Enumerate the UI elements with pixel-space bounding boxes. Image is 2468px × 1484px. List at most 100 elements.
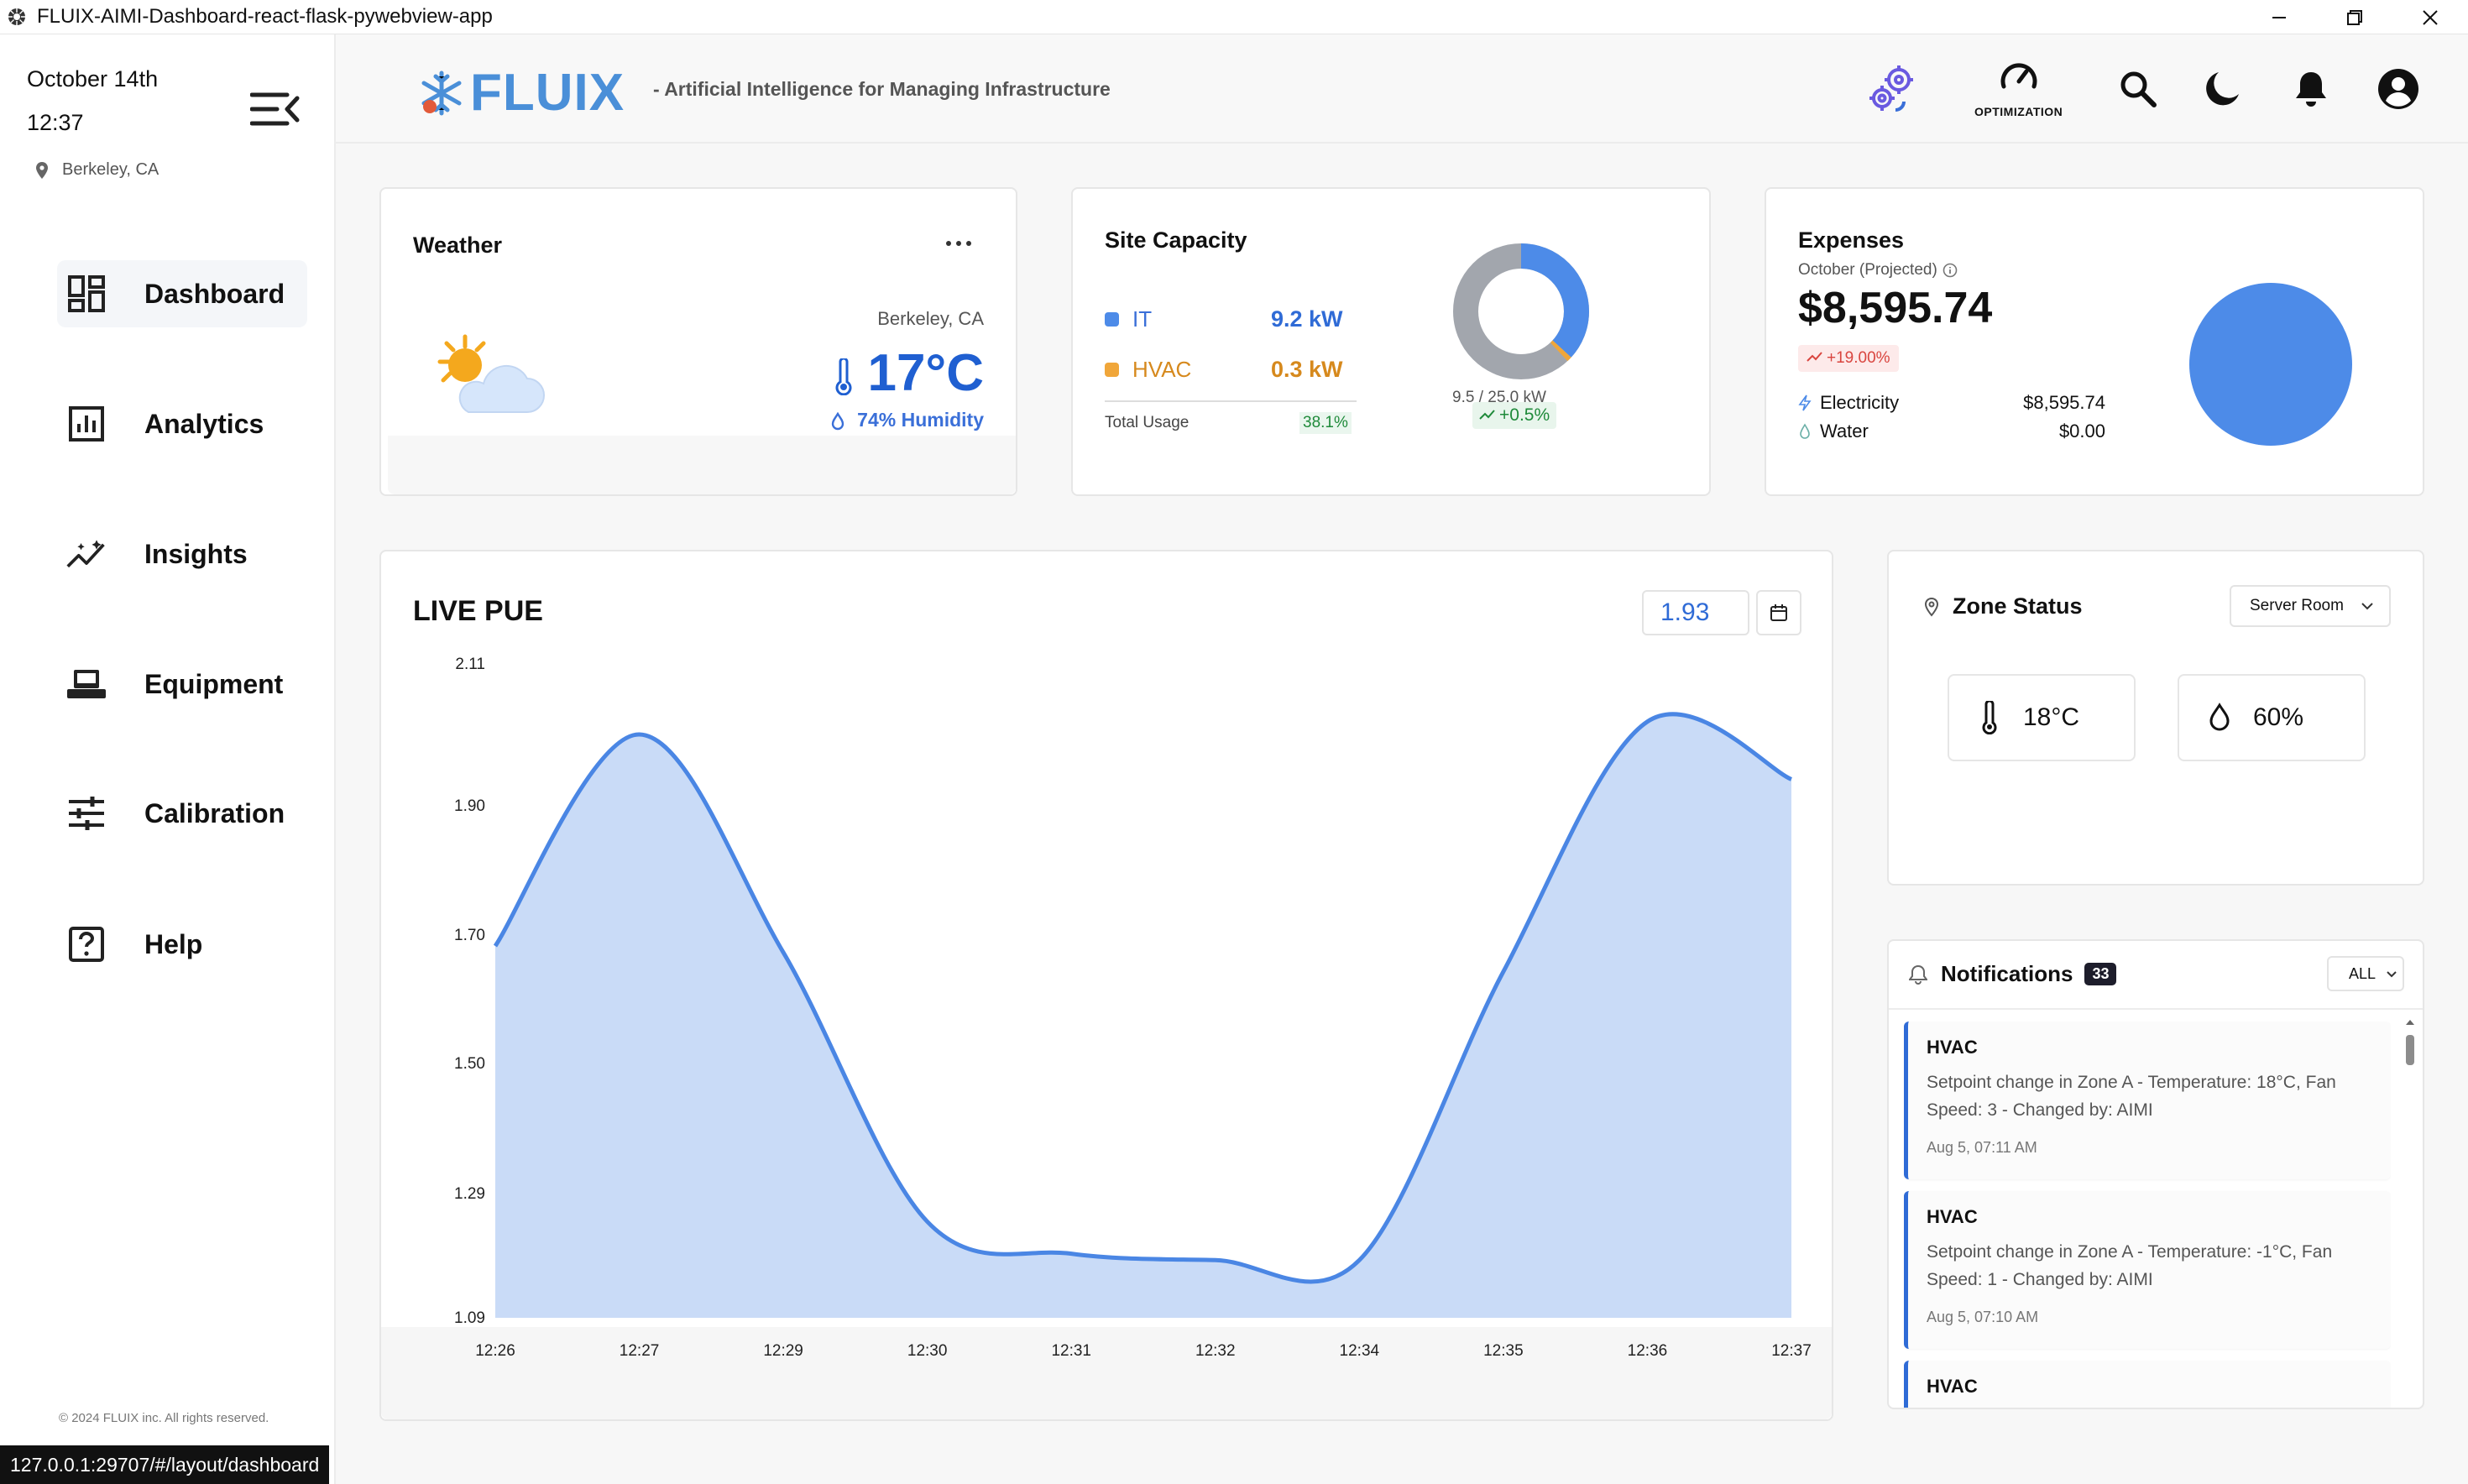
calendar-icon [1770, 604, 1787, 621]
zone-temperature-value: 18°C [2023, 703, 2080, 731]
optimization-button[interactable] [1990, 50, 2048, 100]
lightning-icon [1798, 395, 1812, 411]
chevron-down-icon [2387, 970, 2397, 977]
thermometer-icon [1982, 701, 1997, 734]
notifications-scrollbar[interactable] [2404, 1018, 2416, 1408]
pue-series-line [493, 712, 1793, 1284]
scrollbar-thumb[interactable] [2406, 1035, 2414, 1065]
x-tick-label: 12:29 [763, 1342, 803, 1360]
zone-status-title: Zone Status [1953, 593, 2083, 619]
capacity-delta: +0.5% [1472, 402, 1557, 429]
capacity-donut-chart [1453, 243, 1589, 379]
pue-chart-footer [381, 1327, 1832, 1419]
close-window-button[interactable] [2392, 0, 2468, 34]
gears-icon [1869, 65, 1913, 112]
search-button[interactable] [2109, 60, 2167, 118]
notification-body: Setpoint change in Zone A - Temperature:… [1927, 1073, 2336, 1120]
restore-icon [2347, 9, 2362, 25]
sidebar-time: 12:37 [27, 110, 84, 135]
trend-up-icon [1807, 352, 1822, 362]
sidebar-item-help[interactable]: Help [57, 911, 307, 978]
bell-icon [2296, 72, 2326, 107]
hvac-label: HVAC [1132, 357, 1192, 382]
notifications-card: Notifications 33 ALL HVAC Setpoint chang… [1887, 939, 2424, 1409]
sidebar-item-calibration[interactable]: Calibration [57, 780, 307, 847]
sidebar-item-equipment[interactable]: Equipment [57, 651, 307, 718]
location-pin-icon [1924, 597, 1939, 617]
sidebar-item-insights[interactable]: Insights [57, 520, 307, 588]
pue-area-fill [495, 713, 1791, 1318]
zone-temperature-tile: 18°C [1948, 674, 2136, 761]
total-usage-value: 38.1% [1299, 412, 1352, 434]
minimize-button[interactable] [2241, 0, 2317, 34]
trend-up-icon [1479, 410, 1495, 420]
insights-icon [65, 533, 107, 575]
zone-status-card: Zone Status Server Room 18°C 60% [1887, 550, 2424, 886]
x-tick-label: 12:37 [1771, 1342, 1812, 1360]
capacity-it-row: IT [1105, 306, 1152, 332]
search-icon [2120, 71, 2157, 107]
notifications-title: Notifications [1941, 961, 2073, 986]
user-avatar-icon [2378, 69, 2418, 109]
x-tick-label: 12:36 [1628, 1342, 1668, 1360]
water-label: Water [1820, 421, 1869, 442]
theme-toggle-button[interactable] [2193, 60, 2251, 118]
water-row: Water $0.00 [1798, 421, 2105, 442]
sidebar-item-label: Calibration [144, 797, 285, 828]
capacity-delta-text: +0.5% [1499, 405, 1550, 425]
info-icon[interactable] [1943, 263, 1958, 278]
notification-item[interactable]: HVAC Setpoint change in Zone A - Tempera… [1904, 1191, 2391, 1349]
total-usage-label: Total Usage [1105, 414, 1190, 431]
pue-date-picker-button[interactable] [1756, 590, 1801, 635]
sidebar-item-label: Insights [144, 538, 248, 569]
restore-button[interactable] [2317, 0, 2392, 34]
notifications-list[interactable]: HVAC Setpoint change in Zone A - Tempera… [1904, 1022, 2391, 1408]
sidebar-location-text: Berkeley, CA [62, 160, 159, 179]
pue-current-value: 1.93 [1642, 590, 1749, 635]
chevron-down-icon [2361, 603, 2373, 610]
sidebar-item-analytics[interactable]: Analytics [57, 390, 307, 457]
notification-time: Aug 5, 07:11 AM [1927, 1139, 2037, 1156]
fluix-logo[interactable]: FLUIX [418, 63, 625, 123]
optimization-label: OPTIMIZATION [1974, 105, 2063, 118]
notifications-filter-dropdown[interactable]: ALL [2327, 956, 2404, 991]
sidebar-item-label: Analytics [144, 408, 264, 439]
sidebar-item-label: Dashboard [144, 278, 285, 309]
notification-item[interactable]: HVAC Setpoint change in Zone A - Tempera… [1904, 1022, 2391, 1179]
sidebar-item-label: Equipment [144, 668, 284, 699]
weather-temperature: 17°C [832, 343, 984, 403]
snowflake-icon [421, 71, 462, 115]
weather-temperature-text: 17°C [867, 344, 984, 402]
x-tick-label: 12:35 [1483, 1342, 1524, 1360]
notification-item[interactable]: HVAC [1904, 1361, 2391, 1408]
expenses-change-text: +19.00% [1827, 349, 1890, 367]
notifications-header: Notifications 33 ALL [1889, 941, 2423, 1010]
zone-select-dropdown[interactable]: Server Room [2230, 585, 2391, 627]
capacity-ratio: 9.5 / 25.0 kW [1452, 389, 1546, 406]
y-tick-label: 1.70 [454, 927, 485, 944]
expenses-change-badge: +19.00% [1798, 345, 1899, 372]
weather-card: Weather Berkeley, CA 17°C 74% Humidity [379, 187, 1017, 496]
expenses-subtitle-text: October (Projected) [1798, 261, 1937, 279]
site-capacity-title: Site Capacity [1105, 227, 1247, 253]
speedometer-icon [2000, 63, 2037, 89]
expenses-card: Expenses October (Projected) $8,595.74 +… [1765, 187, 2424, 496]
hvac-legend-swatch [1105, 363, 1119, 377]
window-titlebar: FLUIX-AIMI-Dashboard-react-flask-pywebvi… [0, 0, 2468, 34]
weather-humidity: 74% Humidity [830, 409, 984, 431]
user-account-button[interactable] [2369, 60, 2428, 118]
expenses-total: $8,595.74 [1798, 284, 1993, 332]
close-icon [2423, 9, 2438, 25]
location-pin-icon [36, 161, 48, 179]
sidebar-collapse-button[interactable] [249, 88, 301, 130]
weather-humidity-text: 74% Humidity [857, 409, 984, 431]
notifications-button[interactable] [2282, 60, 2340, 118]
droplet-icon [2209, 703, 2230, 731]
thermometer-icon [836, 357, 852, 396]
more-dots-icon [946, 241, 971, 246]
weather-more-button[interactable] [942, 231, 975, 256]
notification-title: HVAC [1927, 1206, 1978, 1227]
sidebar-item-dashboard[interactable]: Dashboard [57, 260, 307, 327]
ai-settings-button[interactable] [1864, 60, 1922, 118]
it-legend-swatch [1105, 312, 1119, 327]
